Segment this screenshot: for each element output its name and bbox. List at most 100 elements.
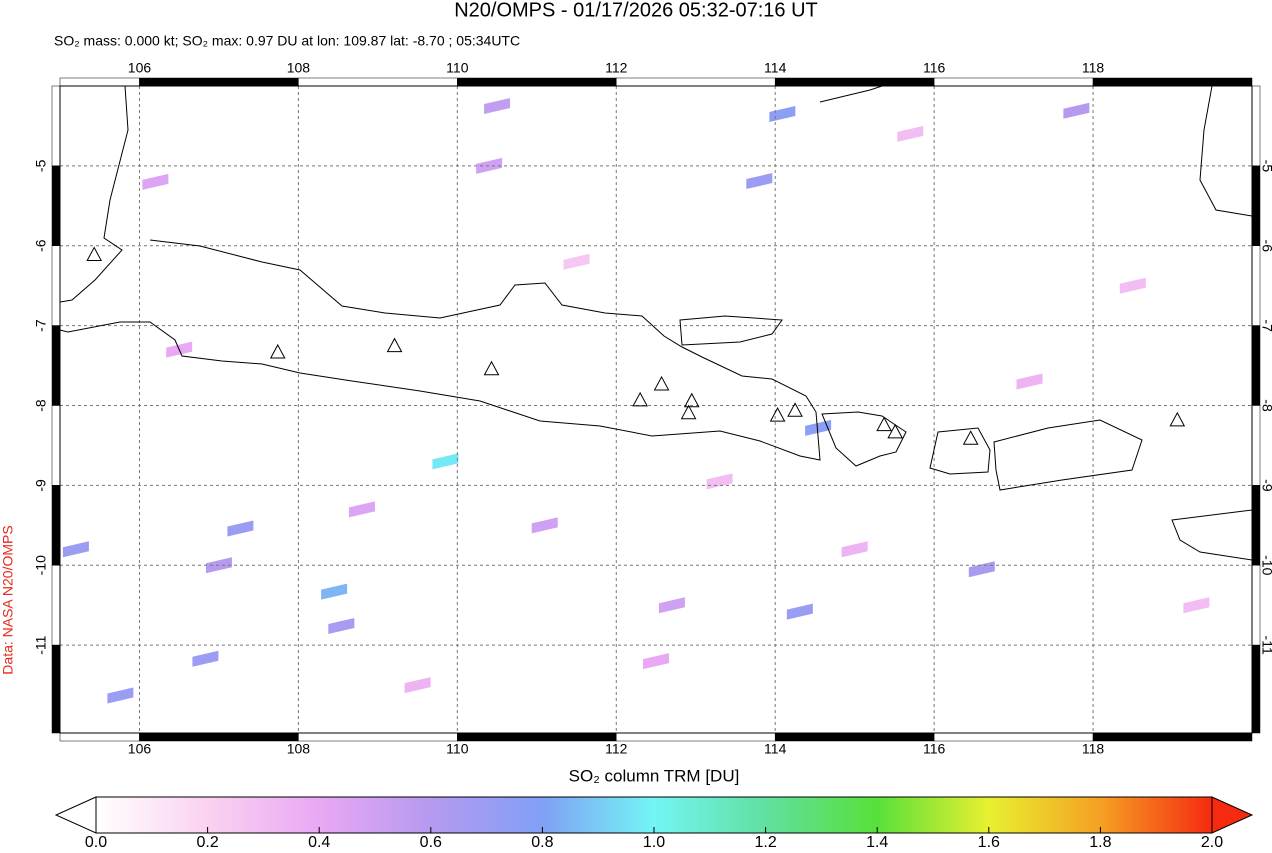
so2-pixel <box>805 419 832 436</box>
coastline <box>679 315 783 346</box>
colorbar-tick-label: 2.0 <box>1201 834 1223 851</box>
y-tick-label: -11 <box>33 635 49 654</box>
x-tick-label: 116 <box>923 60 946 76</box>
so2-pixel <box>563 253 590 270</box>
frame-segment <box>51 85 61 167</box>
colorbar-label: SO₂ column TRM [DU] <box>569 766 740 785</box>
frame-segment <box>51 565 61 646</box>
so2-pixel <box>786 603 813 620</box>
y-tick-label: -10 <box>1259 555 1272 575</box>
x-tick-label: 110 <box>446 60 469 76</box>
y-tick-label: -10 <box>33 555 49 575</box>
y-tick-label: -8 <box>1259 399 1272 412</box>
y-tick-label: -7 <box>1259 319 1272 332</box>
coastline <box>821 411 907 467</box>
x-tick-label: 106 <box>128 60 152 76</box>
so2-pixel <box>192 650 219 667</box>
subtitle: SO₂ mass: 0.000 kt; SO₂ max: 0.97 DU at … <box>54 33 520 49</box>
volcano-marker <box>962 430 979 445</box>
volcano-marker <box>680 404 697 420</box>
colorbar-low-arrow <box>54 796 97 834</box>
y-tick-label: -7 <box>33 319 49 332</box>
y-tick-label: -9 <box>1259 479 1272 492</box>
x-tick-label: 114 <box>764 60 787 76</box>
title: N20/OMPS - 01/17/2026 05:32-07:16 UT <box>454 0 818 21</box>
so2-pixel <box>484 97 511 114</box>
x-tick-label: 108 <box>287 60 311 76</box>
y-tick-label: -5 <box>1259 160 1272 173</box>
frame-segment <box>59 732 140 742</box>
volcano-marker <box>632 391 648 407</box>
frame-segment <box>1251 165 1261 247</box>
x-tick-label: 108 <box>287 741 311 757</box>
colorbar-tick-label: 1.8 <box>1089 834 1111 851</box>
frame-segment <box>1251 405 1261 486</box>
so2-pixel <box>746 173 773 190</box>
frame-segment <box>139 77 299 87</box>
colorbar-tick-label: 1.4 <box>866 834 888 851</box>
colorbar-tick-label: 1.0 <box>643 834 665 851</box>
so2-pixel <box>1063 102 1090 119</box>
frame-segment <box>298 77 458 87</box>
x-tick-label: 106 <box>128 741 152 757</box>
colorbar-tick-label: 0.6 <box>420 834 442 851</box>
frame-segment <box>616 77 776 87</box>
so2-pixel <box>62 541 89 558</box>
x-tick-label: 116 <box>923 741 946 757</box>
y-tick-label: -6 <box>33 239 49 252</box>
so2-pixel <box>1016 373 1043 390</box>
map-area <box>60 86 1252 733</box>
frame-segment <box>1251 644 1261 734</box>
coastline <box>1199 86 1252 217</box>
frame-segment <box>51 245 61 326</box>
y-tick-label: -11 <box>1259 636 1272 655</box>
x-tick-label: 114 <box>764 741 787 757</box>
x-tick-label: 118 <box>1082 60 1105 76</box>
volcano-marker <box>787 402 803 417</box>
y-tick-label: -6 <box>1259 240 1272 253</box>
so2-pixel <box>227 520 254 537</box>
colorbar-tick-label: 0.0 <box>85 834 107 851</box>
volcano-marker <box>269 343 286 359</box>
so2-pixel <box>531 517 558 534</box>
y-tick-label: -9 <box>33 479 49 492</box>
so2-pixel <box>404 677 431 694</box>
frame-segment <box>933 77 1094 87</box>
so2-pixel <box>107 687 134 704</box>
coastline <box>60 239 821 461</box>
frame-segment <box>59 77 140 87</box>
frame-segment <box>1251 85 1261 167</box>
frame-segment <box>1251 245 1261 326</box>
so2-pixel <box>432 453 459 470</box>
so2-pixel <box>968 561 995 578</box>
so2-pixel <box>769 105 796 122</box>
coastline <box>1171 509 1252 561</box>
volcano-marker <box>653 375 670 391</box>
y-tick-label: -8 <box>33 399 49 412</box>
volcano-marker <box>386 337 403 353</box>
frame-segment <box>1251 325 1261 406</box>
coastlines <box>60 86 1252 561</box>
frame-segment <box>774 77 935 87</box>
frame-segment <box>51 165 61 247</box>
so2-pixel <box>841 541 868 558</box>
frame-segment <box>457 732 617 742</box>
so2-pixel <box>476 157 503 174</box>
x-tick-label: 110 <box>446 741 469 757</box>
so2-pixel <box>321 583 348 600</box>
frame-segment <box>51 485 61 566</box>
so2-pixel <box>1183 597 1210 614</box>
colorbar-tick-label: 0.8 <box>531 834 553 851</box>
frame-segment <box>1251 485 1261 566</box>
coastline <box>60 86 129 303</box>
volcano-marker <box>1169 411 1186 427</box>
volcano-marker <box>683 392 700 408</box>
x-tick-label: 112 <box>605 741 628 757</box>
colorbar-tick-label: 0.2 <box>196 834 218 851</box>
frame-segment <box>51 644 61 734</box>
frame-segment <box>933 732 1094 742</box>
so2-pixel <box>643 653 669 670</box>
frame-segment <box>774 732 935 742</box>
frame-segment <box>51 405 61 486</box>
